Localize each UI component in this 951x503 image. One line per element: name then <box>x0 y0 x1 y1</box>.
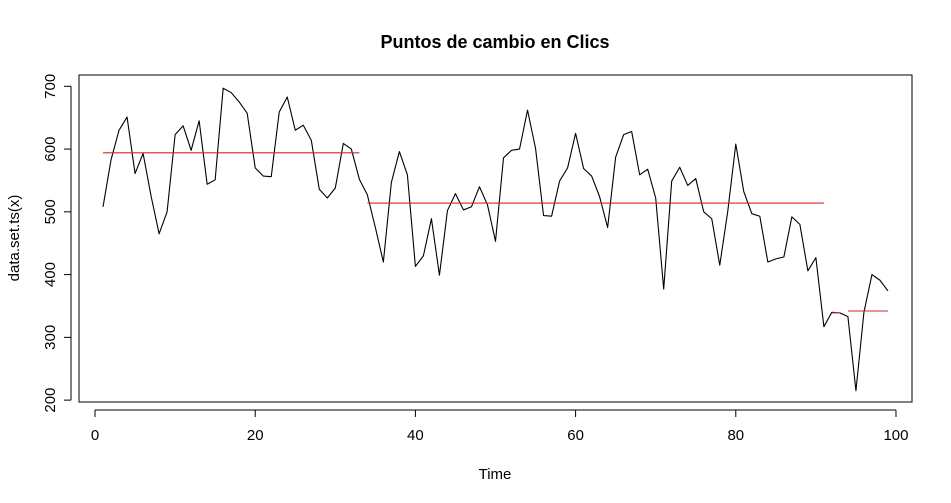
y-tick-label: 700 <box>42 74 59 99</box>
y-tick-label: 300 <box>42 325 59 350</box>
plot-area-frame <box>78 74 913 403</box>
x-tick-label: 100 <box>883 427 908 444</box>
series-layer <box>102 87 889 392</box>
y-tick-label: 600 <box>42 137 59 162</box>
x-tick-label: 20 <box>247 427 264 444</box>
y-tick-label: 200 <box>42 388 59 413</box>
x-tick-label: 40 <box>407 427 424 444</box>
x-axis-label: Time <box>479 466 512 483</box>
changepoint-segments <box>103 152 888 314</box>
chart-title: Puntos de cambio en Clics <box>380 32 609 52</box>
y-tick-label: 400 <box>42 262 59 287</box>
series-line <box>102 87 889 392</box>
y-axis: 200 300 400 500 600 700 <box>42 74 72 413</box>
y-tick-label: 500 <box>42 199 59 224</box>
x-tick-label: 60 <box>567 427 584 444</box>
x-tick-label: 80 <box>727 427 744 444</box>
y-axis-label: data.set.ts(x) <box>6 195 23 282</box>
x-tick-label: 0 <box>91 427 99 444</box>
x-axis: 0 20 40 60 80 100 <box>91 409 908 444</box>
